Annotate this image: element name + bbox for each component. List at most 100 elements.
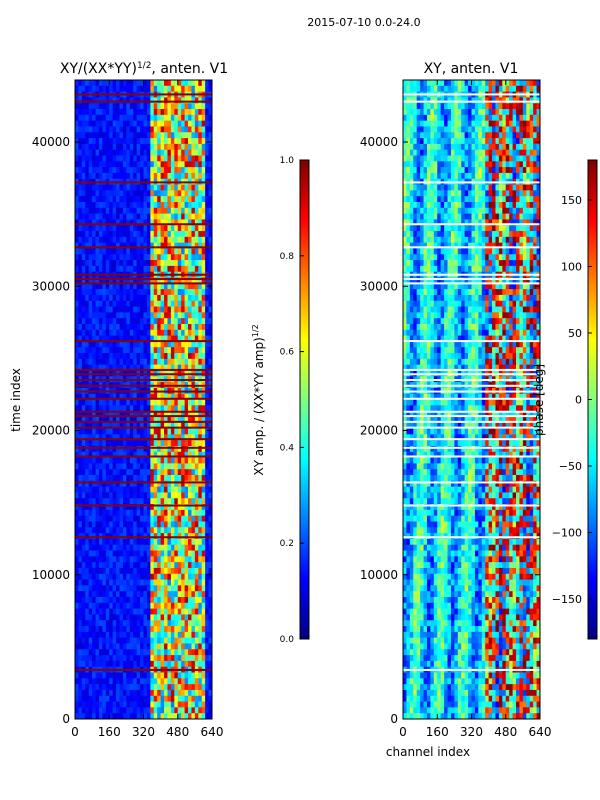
- heatmap-cell: [112, 358, 117, 366]
- heatmap-cell: [181, 260, 185, 267]
- heatmap-cell: [205, 190, 209, 197]
- heatmap-cell: [102, 277, 107, 284]
- heatmap-cell: [133, 236, 138, 244]
- heatmap-cell: [129, 567, 134, 575]
- heatmap-cell: [153, 521, 158, 528]
- heatmap-cell: [116, 713, 120, 720]
- heatmap-cell: [95, 207, 100, 215]
- heatmap-cell: [478, 85, 483, 93]
- heatmap-cell: [174, 689, 179, 697]
- heatmap-cell: [146, 626, 151, 633]
- heatmap-cell: [174, 707, 179, 714]
- heatmap-cell: [146, 672, 151, 679]
- heatmap-cell: [160, 544, 165, 551]
- heatmap-cell: [170, 294, 175, 302]
- heatmap-cell: [157, 323, 162, 331]
- heatmap-cell: [136, 236, 141, 244]
- heatmap-cell: [119, 597, 124, 604]
- heatmap-cell: [133, 353, 138, 360]
- heatmap-cell: [116, 155, 120, 162]
- heatmap-cell: [88, 614, 93, 621]
- heatmap-cell: [112, 573, 117, 580]
- heatmap-cell: [174, 265, 179, 273]
- heatmap-cell: [150, 231, 155, 238]
- heatmap-cell: [170, 312, 175, 319]
- heatmap-cell: [177, 527, 182, 534]
- heatmap-cell: [136, 480, 141, 488]
- heatmap-cell: [116, 329, 120, 336]
- heatmap-cell: [188, 219, 192, 226]
- heatmap-cell: [98, 475, 103, 482]
- heatmap-cell: [105, 678, 110, 685]
- heatmap-cell: [194, 306, 199, 313]
- heatmap-cell: [88, 132, 93, 139]
- heatmap-cell: [133, 306, 138, 313]
- heatmap-cell: [403, 114, 407, 122]
- heatmap-cell: [98, 289, 103, 296]
- heatmap-cell: [105, 416, 110, 424]
- heatmap-cell: [105, 544, 110, 551]
- heatmap-cell: [201, 312, 206, 319]
- heatmap-cell: [181, 364, 185, 371]
- heatmap-cell: [109, 556, 114, 563]
- heatmap-cell: [174, 283, 179, 290]
- heatmap-cell: [153, 260, 158, 267]
- heatmap-cell: [75, 631, 79, 639]
- heatmap-cell: [146, 149, 151, 156]
- heatmap-cell: [102, 155, 107, 162]
- heatmap-cell: [126, 509, 131, 517]
- heatmap-cell: [208, 637, 213, 644]
- heatmap-cell: [208, 480, 213, 488]
- heatmap-cell: [495, 80, 500, 87]
- heatmap-cell: [205, 364, 209, 371]
- heatmap-cell: [529, 132, 534, 139]
- heatmap-cell: [78, 329, 83, 336]
- heatmap-cell: [205, 167, 209, 174]
- heatmap-cell: [167, 405, 172, 412]
- heatmap-cell: [433, 149, 438, 156]
- heatmap-cell: [177, 486, 182, 493]
- heatmap-cell: [150, 678, 155, 685]
- heatmap-cell: [188, 393, 192, 400]
- heatmap-cell: [160, 358, 165, 366]
- heatmap-cell: [105, 463, 110, 470]
- heatmap-cell: [133, 556, 138, 563]
- heatmap-cell: [140, 672, 144, 679]
- heatmap-cell: [492, 85, 496, 93]
- heatmap-cell: [116, 655, 120, 662]
- heatmap-cell: [167, 364, 172, 371]
- heatmap-cell: [167, 684, 172, 691]
- heatmap-cell: [146, 323, 151, 331]
- heatmap-cell: [205, 556, 209, 563]
- heatmap-cell: [164, 120, 168, 127]
- heatmap-cell: [92, 701, 96, 708]
- heatmap-cell: [119, 347, 124, 354]
- heatmap-cell: [75, 707, 79, 714]
- heatmap-cell: [102, 504, 107, 511]
- heatmap-cell: [464, 149, 469, 156]
- heatmap-cell: [174, 329, 179, 336]
- heatmap-cell: [191, 457, 196, 464]
- heatmap-cell: [160, 172, 165, 180]
- heatmap-cell: [184, 631, 189, 639]
- heatmap-cell: [184, 149, 189, 156]
- heatmap-cell: [98, 85, 103, 93]
- heatmap-cell: [184, 597, 189, 604]
- heatmap-cell: [153, 103, 158, 110]
- heatmap-cell: [184, 306, 189, 313]
- heatmap-cell: [78, 347, 83, 354]
- heatmap-cell: [116, 289, 120, 296]
- heatmap-cell: [136, 684, 141, 691]
- heatmap-cell: [170, 300, 175, 307]
- heatmap-cell: [85, 434, 90, 441]
- heatmap-cell: [450, 114, 455, 122]
- heatmap-cell: [126, 358, 131, 366]
- heatmap-cell: [98, 312, 103, 319]
- heatmap-cell: [170, 225, 175, 232]
- heatmap-cell: [170, 428, 175, 435]
- heatmap-cell: [205, 492, 209, 499]
- heatmap-cell: [75, 242, 79, 249]
- heatmap-cell: [167, 550, 172, 557]
- heatmap-cell: [505, 114, 510, 122]
- heatmap-cell: [174, 393, 179, 400]
